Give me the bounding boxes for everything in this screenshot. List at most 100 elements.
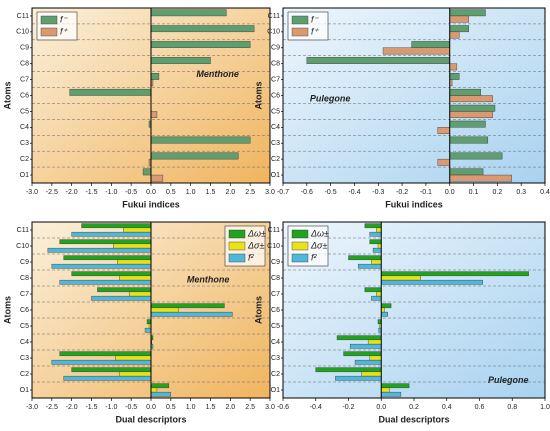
x-tick-label: 1.0 [186,189,196,196]
bar [150,383,170,389]
y-tick-label: C8 [271,61,280,68]
bar [150,152,239,160]
x-tick-label: 0.3 [516,189,526,196]
x-axis-label: Dual descriptors [115,414,186,424]
x-axis-label: Fukui indices [122,199,180,209]
bar [71,231,152,237]
bar [71,367,152,373]
x-tick-label: 0.2 [492,189,502,196]
bar [150,41,251,48]
bar [381,383,410,389]
y-tick-label: C11 [268,227,280,234]
y-tick-label: C5 [271,108,280,115]
bar [449,111,493,118]
legend-swatch [291,229,309,239]
bar [81,223,152,229]
y-tick-label: C2 [271,371,280,378]
x-tick-label: -2.5 [46,404,58,411]
y-tick-label: O1 [20,172,29,179]
bar [69,88,152,96]
legend-label: f² [311,252,318,262]
y-tick-label: C4 [271,339,280,346]
y-tick-label: C5 [20,323,29,330]
x-tick-label: -1.5 [85,189,97,196]
bar [59,279,152,285]
legend-label: f⁺ [311,26,320,36]
x-tick-label: -0.6 [277,404,289,411]
y-tick-label: C10 [267,29,280,36]
bar [47,247,152,253]
legend-swatch [228,253,246,263]
y-tick-label: C9 [271,45,280,52]
bar [449,104,496,112]
y-tick-label: C10 [16,243,29,250]
bar [59,351,152,357]
bar [150,311,233,317]
bar [449,9,486,17]
bar [59,239,152,245]
legend-label: f⁺ [60,26,69,36]
y-tick-label: C7 [271,291,280,298]
x-tick-label: -0.2 [342,404,354,411]
x-axis-label: Dual descriptors [378,414,449,424]
bar [348,255,382,261]
legend-label: f² [248,252,255,262]
bar [115,355,152,361]
x-tick-label: -2.0 [66,189,78,196]
bar [150,111,158,118]
bar [369,355,382,361]
bar [371,259,382,265]
x-tick-label: 1.0 [186,404,196,411]
y-tick-label: C11 [268,13,280,20]
bar [381,391,402,397]
bar [51,263,152,269]
legend-label: f⁻ [311,14,320,24]
x-tick-label: 0.2 [409,404,419,411]
legend-swatch [291,241,309,251]
legend-swatch [40,27,58,37]
y-tick-label: C8 [271,275,280,282]
y-tick-label: C3 [271,140,280,147]
bar [349,343,382,349]
legend-swatch [291,15,309,25]
y-tick-label: C4 [20,339,29,346]
x-tick-label: 0.5 [166,404,176,411]
bar [449,136,489,144]
bar [364,287,382,293]
y-tick-label: C2 [20,156,29,163]
x-tick-label: 0.4 [442,404,452,411]
bar [449,15,469,23]
bar [369,231,382,237]
y-tick-label: O1 [271,172,280,179]
x-tick-label: -3.0 [26,404,38,411]
y-tick-label: O1 [20,387,29,394]
x-tick-label: -0.5 [325,189,337,196]
legend-label: Δσ± [310,240,327,250]
bar [361,371,382,377]
y-tick-label: C9 [271,259,280,266]
bar [411,41,450,48]
bar [354,359,382,365]
bar [315,367,382,373]
bar [449,120,486,128]
y-tick-label: C9 [20,45,29,52]
y-tick-label: C6 [20,92,29,99]
y-tick-label: C7 [271,76,280,83]
bar [367,339,382,345]
x-axis-label: Fukui indices [385,199,443,209]
y-tick-label: C6 [271,92,280,99]
y-tick-label: C4 [271,124,280,131]
bar [146,319,152,325]
bar [372,247,382,253]
bar [449,25,469,33]
x-tick-label: -0.6 [301,189,313,196]
x-tick-label: -0.2 [396,189,408,196]
legend-swatch [228,241,246,251]
y-tick-label: C6 [271,307,280,314]
y-tick-label: C8 [20,61,29,68]
bar [113,243,152,249]
annotation: Pulegone [488,375,529,385]
bar [343,351,382,357]
bar [335,375,382,381]
x-tick-label: 0.0 [376,404,386,411]
